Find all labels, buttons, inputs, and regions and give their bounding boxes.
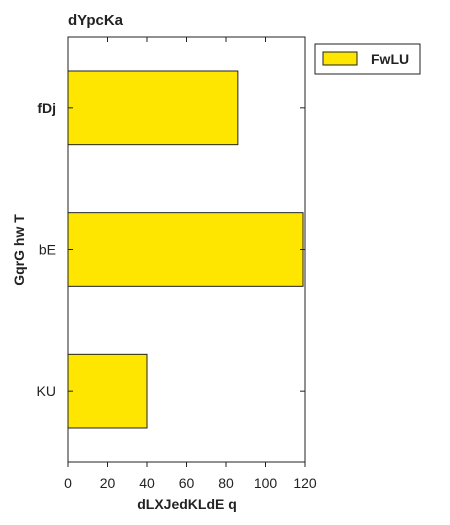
x-tick-label: 60 [179,475,195,491]
y-tick-label: fDj [37,100,56,116]
chart-title: dYpcKa [68,12,124,29]
bar-bE [67,212,304,287]
x-tick-label: 40 [139,475,155,491]
y-tick-label: bE [39,242,56,258]
x-tick-label: 100 [254,475,278,491]
x-tick-label: 20 [100,475,116,491]
x-axis-ticks: 0 20 40 60 80 100 120 [64,37,317,491]
y-axis-ticks: fDj bE KU [37,100,305,399]
y-tick-label: KU [37,383,56,399]
legend: FwLU [314,43,421,75]
x-tick-label: 80 [218,475,234,491]
legend-swatch [322,51,358,66]
x-tick-label: 0 [64,475,72,491]
legend-label: FwLU [371,51,409,67]
bars-group [67,70,304,429]
x-axis-label: dLXJedKLdE q [137,496,237,512]
x-tick-label: 120 [293,475,317,491]
y-axis-label: GqrG hw T [11,214,27,286]
bar-KU [67,353,148,429]
bar-fDj [67,70,239,146]
